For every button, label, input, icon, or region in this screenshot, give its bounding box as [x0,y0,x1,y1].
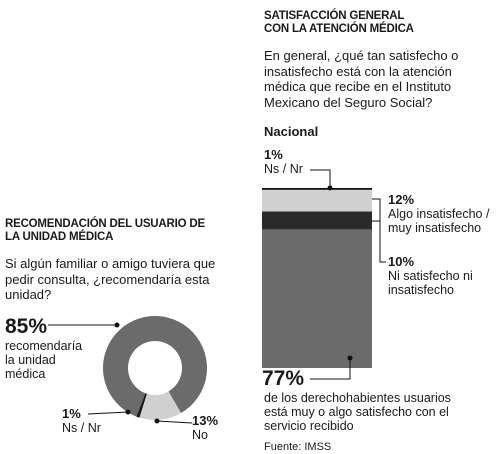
value-label: 1% [62,406,81,421]
slice-label: Ns / Nr [62,421,101,435]
leader-dots [114,185,353,424]
series-label: Ni satisfecho ni insatisfecho [388,269,473,297]
series-label: Algo insatisfecho / muy insatisfecho [388,207,490,235]
leader-lines [48,169,386,424]
slice-label: No [192,428,208,442]
value-label: 10% [388,254,415,269]
bar-segment [262,189,372,212]
source: Fuente: IMSS [264,441,332,453]
leader-line [156,420,193,424]
series-label: de los derechohabientes usuarios está mu… [264,391,451,433]
bar-title: SATISFACCIÓN GENERAL CON LA ATENCIÓN MÉD… [264,10,414,35]
leader-line [310,358,351,380]
bar-segment [262,229,372,368]
leader-dot [154,418,160,424]
leader-line [372,198,381,236]
value-label: 77% [262,367,305,390]
pie-title: RECOMENDACIÓN DEL USUARIO DE LA UNIDAD M… [5,218,205,243]
value-label: 1% [264,147,283,162]
bar-segment [262,211,372,230]
pie-slice [136,393,147,418]
leader-dot [327,185,333,191]
leader-line [310,169,331,188]
leader-line [87,411,129,415]
bar-question: En general, ¿qué tan satisfecho o insati… [264,48,459,110]
leader-line [372,220,386,263]
slice-label: recomendaría la unidad médica [5,339,83,381]
leader-dot [125,409,131,415]
value-label: 13% [192,413,219,428]
series-label: Ns / Nr [264,162,303,176]
bar-segment [262,188,372,190]
category-label: Nacional [264,124,319,139]
leader-dot [114,322,120,328]
pie-slice [139,391,181,420]
pie-slice [103,316,208,417]
value-label: 12% [388,192,415,207]
value-label: 85% [5,315,48,338]
pie-question: Si algún familiar o amigo tuviera que pe… [5,256,216,302]
leader-dot [347,355,353,361]
